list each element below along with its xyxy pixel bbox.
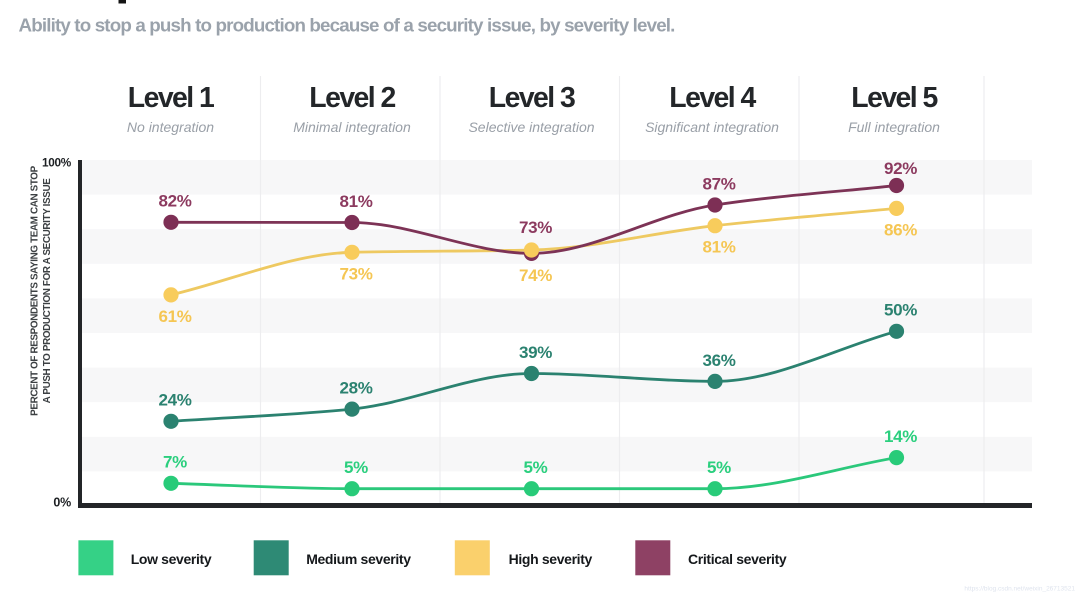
svg-text:PERCENT OF RESPONDENTS SAYING: PERCENT OF RESPONDENTS SAYING TEAM CAN S…	[30, 165, 41, 415]
svg-text:87%: 87%	[702, 174, 735, 193]
svg-text:Level 2: Level 2	[309, 82, 395, 114]
svg-text:Low severity: Low severity	[131, 551, 212, 567]
svg-text:0%: 0%	[53, 496, 71, 510]
svg-text:61%: 61%	[158, 307, 191, 326]
svg-text:Ability to stop a push to prod: Ability to stop a push to production bec…	[19, 15, 675, 36]
svg-text:92%: 92%	[884, 159, 917, 178]
svg-text:14%: 14%	[884, 427, 917, 446]
svg-text:Significant integration: Significant integration	[645, 119, 779, 135]
svg-text:73%: 73%	[519, 218, 552, 237]
svg-text:86%: 86%	[884, 220, 917, 239]
svg-text:Level 4: Level 4	[669, 82, 756, 114]
svg-text:50%: 50%	[884, 301, 917, 320]
svg-text:82%: 82%	[158, 192, 191, 211]
svg-text:Level 1: Level 1	[128, 82, 214, 114]
svg-text:73%: 73%	[339, 264, 372, 283]
svg-text:Selective integration: Selective integration	[468, 119, 594, 135]
svg-text:5%: 5%	[707, 458, 731, 477]
svg-text:A PUSH TO PRODUCTION FOR A SEC: A PUSH TO PRODUCTION FOR A SECURITY ISSU…	[42, 178, 53, 404]
svg-text:Level 5: Level 5	[851, 82, 937, 114]
svg-text:Minimal integration: Minimal integration	[293, 119, 411, 135]
svg-text:81%: 81%	[702, 238, 735, 257]
svg-text:Medium severity: Medium severity	[306, 551, 411, 567]
svg-text:74%: 74%	[519, 266, 552, 285]
svg-text:Level 3: Level 3	[489, 82, 575, 114]
svg-text:36%: 36%	[702, 351, 735, 370]
svg-text:81%: 81%	[339, 192, 372, 211]
svg-text:Critical severity: Critical severity	[688, 551, 787, 567]
svg-text:5%: 5%	[524, 458, 548, 477]
svg-text:7%: 7%	[163, 453, 187, 472]
svg-text:High severity: High severity	[509, 551, 593, 567]
svg-text:39%: 39%	[519, 343, 552, 362]
svg-text:Full integration: Full integration	[848, 119, 940, 135]
svg-text:https://blog.csdn.net/weixin_2: https://blog.csdn.net/weixin_26713521	[964, 585, 1075, 592]
svg-text:28%: 28%	[339, 379, 372, 398]
svg-text:24%: 24%	[158, 391, 191, 410]
svg-text:No integration: No integration	[127, 119, 214, 135]
svg-text:5%: 5%	[344, 458, 368, 477]
svg-text:100%: 100%	[42, 156, 72, 170]
